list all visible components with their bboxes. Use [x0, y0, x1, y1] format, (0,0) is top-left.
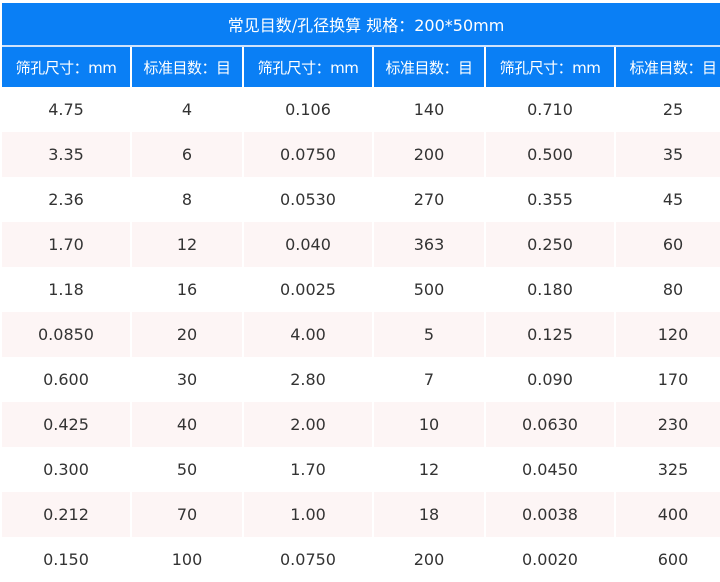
mesh-conversion-table: 常见目数/孔径换算 规格：200*50mm 筛孔尺寸：mm 标准目数：目 筛孔尺寸：…	[0, 3, 720, 582]
mesh-count-cell: 8	[132, 177, 242, 222]
mesh-count-cell: 100	[132, 537, 242, 582]
aperture-size-cell: 0.0630	[486, 402, 614, 447]
column-header: 筛孔尺寸：mm	[244, 47, 372, 87]
mesh-count-cell: 500	[374, 267, 484, 312]
table-title: 常见目数/孔径换算 规格：200*50mm	[2, 3, 720, 47]
mesh-count-cell: 230	[616, 402, 720, 447]
column-header: 标准目数：目	[616, 47, 720, 87]
aperture-size-cell: 0.125	[486, 312, 614, 357]
table-row: 0.0850 20 4.00 5 0.125 120	[2, 312, 720, 357]
aperture-size-cell: 0.180	[486, 267, 614, 312]
aperture-size-cell: 0.0450	[486, 447, 614, 492]
aperture-size-cell: 0.0750	[244, 537, 372, 582]
mesh-count-cell: 18	[374, 492, 484, 537]
column-header: 筛孔尺寸：mm	[2, 47, 130, 87]
mesh-count-cell: 10	[374, 402, 484, 447]
column-header: 筛孔尺寸：mm	[486, 47, 614, 87]
aperture-size-cell: 0.090	[486, 357, 614, 402]
mesh-count-cell: 70	[132, 492, 242, 537]
aperture-size-cell: 1.70	[2, 222, 130, 267]
table-row: 0.150 100 0.0750 200 0.0020 600	[2, 537, 720, 582]
mesh-count-cell: 60	[616, 222, 720, 267]
mesh-count-cell: 7	[374, 357, 484, 402]
mesh-count-cell: 80	[616, 267, 720, 312]
mesh-count-cell: 200	[374, 537, 484, 582]
mesh-count-cell: 400	[616, 492, 720, 537]
mesh-count-cell: 20	[132, 312, 242, 357]
aperture-size-cell: 2.00	[244, 402, 372, 447]
mesh-count-cell: 30	[132, 357, 242, 402]
mesh-count-cell: 170	[616, 357, 720, 402]
table-row: 0.600 30 2.80 7 0.090 170	[2, 357, 720, 402]
aperture-size-cell: 1.18	[2, 267, 130, 312]
aperture-size-cell: 0.150	[2, 537, 130, 582]
aperture-size-cell: 1.70	[244, 447, 372, 492]
mesh-count-cell: 45	[616, 177, 720, 222]
mesh-count-cell: 6	[132, 132, 242, 177]
mesh-count-cell: 50	[132, 447, 242, 492]
table-row: 0.300 50 1.70 12 0.0450 325	[2, 447, 720, 492]
aperture-size-cell: 0.300	[2, 447, 130, 492]
table-row: 1.18 16 0.0025 500 0.180 80	[2, 267, 720, 312]
mesh-count-cell: 120	[616, 312, 720, 357]
aperture-size-cell: 0.0020	[486, 537, 614, 582]
aperture-size-cell: 0.500	[486, 132, 614, 177]
table-row: 0.425 40 2.00 10 0.0630 230	[2, 402, 720, 447]
mesh-count-cell: 200	[374, 132, 484, 177]
aperture-size-cell: 0.106	[244, 87, 372, 132]
aperture-size-cell: 0.040	[244, 222, 372, 267]
aperture-size-cell: 1.00	[244, 492, 372, 537]
table-row: 3.35 6 0.0750 200 0.500 35	[2, 132, 720, 177]
mesh-count-cell: 35	[616, 132, 720, 177]
mesh-count-cell: 40	[132, 402, 242, 447]
table-row: 4.75 4 0.106 140 0.710 25	[2, 87, 720, 132]
aperture-size-cell: 0.0530	[244, 177, 372, 222]
mesh-count-cell: 600	[616, 537, 720, 582]
aperture-size-cell: 2.36	[2, 177, 130, 222]
column-header: 标准目数：目	[374, 47, 484, 87]
aperture-size-cell: 4.00	[244, 312, 372, 357]
aperture-size-cell: 0.355	[486, 177, 614, 222]
mesh-count-cell: 12	[374, 447, 484, 492]
aperture-size-cell: 0.212	[2, 492, 130, 537]
aperture-size-cell: 3.35	[2, 132, 130, 177]
aperture-size-cell: 0.600	[2, 357, 130, 402]
mesh-count-cell: 325	[616, 447, 720, 492]
aperture-size-cell: 0.0850	[2, 312, 130, 357]
aperture-size-cell: 2.80	[244, 357, 372, 402]
mesh-count-cell: 270	[374, 177, 484, 222]
column-header: 标准目数：目	[132, 47, 242, 87]
aperture-size-cell: 4.75	[2, 87, 130, 132]
mesh-count-cell: 140	[374, 87, 484, 132]
mesh-count-cell: 12	[132, 222, 242, 267]
aperture-size-cell: 0.0025	[244, 267, 372, 312]
table-row: 0.212 70 1.00 18 0.0038 400	[2, 492, 720, 537]
aperture-size-cell: 0.0038	[486, 492, 614, 537]
mesh-count-cell: 5	[374, 312, 484, 357]
mesh-count-cell: 363	[374, 222, 484, 267]
mesh-count-cell: 25	[616, 87, 720, 132]
aperture-size-cell: 0.250	[486, 222, 614, 267]
mesh-count-cell: 16	[132, 267, 242, 312]
table-row: 1.70 12 0.040 363 0.250 60	[2, 222, 720, 267]
table-row: 2.36 8 0.0530 270 0.355 45	[2, 177, 720, 222]
aperture-size-cell: 0.425	[2, 402, 130, 447]
header-row: 筛孔尺寸：mm 标准目数：目 筛孔尺寸：mm 标准目数：目 筛孔尺寸：mm 标准目数：目	[2, 47, 720, 87]
aperture-size-cell: 0.710	[486, 87, 614, 132]
aperture-size-cell: 0.0750	[244, 132, 372, 177]
mesh-count-cell: 4	[132, 87, 242, 132]
